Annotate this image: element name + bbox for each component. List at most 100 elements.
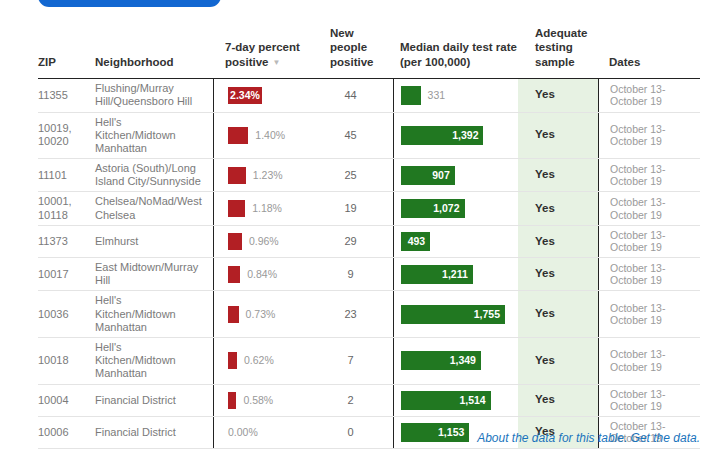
test-rate-cell: 1,755 — [393, 291, 518, 337]
percent-positive-bar — [228, 233, 242, 250]
percent-positive-value-label: 1.40% — [255, 129, 285, 142]
sort-descending-icon: ▼ — [272, 58, 280, 67]
zip-cell: 10004 — [38, 385, 95, 416]
column-header-adequate-sample: Adequate testing sample — [518, 26, 598, 78]
column-header-percent-positive-label: 7-day percent positive — [225, 41, 300, 67]
percent-positive-value-label: 0.73% — [246, 308, 276, 321]
adequate-sample-cell: Yes — [518, 192, 598, 224]
percent-positive-bar — [228, 352, 237, 369]
table-body: 11355 Flushing/Murray Hill/Queensboro Hi… — [38, 78, 700, 449]
test-rate-bar: 493 — [401, 232, 430, 251]
adequate-sample-value: Yes — [535, 202, 555, 216]
percent-positive-value-label: 0.00% — [228, 426, 258, 439]
percent-positive-cell: 0.96% — [213, 226, 330, 257]
percent-positive-cell: 1.40% — [213, 113, 330, 159]
table-row: 11373 Elmhurst 0.96% 29 493 Yes October … — [38, 226, 700, 258]
test-rate-cell: 1,349 — [393, 338, 518, 384]
about-data-link[interactable]: About the data for this table. — [477, 431, 627, 445]
adequate-sample-cell: Yes — [518, 113, 598, 159]
adequate-sample-cell: Yes — [518, 258, 598, 290]
test-rate-cell: 1,514 — [393, 385, 518, 416]
neighborhood-cell: Elmhurst — [95, 226, 213, 257]
dates-cell: October 13-October 19 — [598, 258, 700, 290]
test-rate-value-label: 331 — [428, 89, 446, 102]
zip-cell: 11101 — [38, 159, 95, 191]
column-header-neighborhood: Neighborhood — [95, 55, 213, 78]
percent-positive-cell: 1.23% — [213, 159, 330, 191]
dates-cell: October 13-October 19 — [598, 192, 700, 224]
new-people-positive-cell: 0 — [330, 417, 393, 448]
adequate-sample-cell: Yes — [518, 338, 598, 384]
new-people-positive-cell: 45 — [330, 113, 393, 159]
zip-cell: 10036 — [38, 291, 95, 337]
test-rate-bar: 1,349 — [401, 351, 481, 370]
new-people-positive-cell: 9 — [330, 258, 393, 290]
new-people-positive-cell: 23 — [330, 291, 393, 337]
percent-positive-bar — [228, 167, 246, 184]
percent-positive-cell: 1.18% — [213, 192, 330, 224]
adequate-sample-value: Yes — [535, 128, 555, 142]
percent-positive-bar — [228, 392, 236, 409]
percent-positive-bar — [228, 127, 248, 144]
new-people-positive-cell: 29 — [330, 226, 393, 257]
dates-cell: October 13-October 19 — [598, 385, 700, 416]
test-rate-cell: 331 — [393, 79, 518, 111]
table-row: 10004 Financial District 0.58% 2 1,514 Y… — [38, 385, 700, 417]
adequate-sample-cell: Yes — [518, 159, 598, 191]
zip-cell: 11355 — [38, 79, 95, 111]
percent-positive-bar — [228, 200, 245, 217]
neighborhood-cell: Financial District — [95, 417, 213, 448]
neighborhood-cell: Hell's Kitchen/Midtown Manhattan — [95, 291, 213, 337]
column-header-percent-positive[interactable]: 7-day percent positive▼ — [213, 40, 330, 78]
adequate-sample-cell: Yes — [518, 385, 598, 416]
table-footer: About the data for this table. Get the d… — [477, 431, 700, 445]
percent-positive-value-label: 0.62% — [244, 354, 274, 367]
blue-pill-button[interactable] — [38, 0, 221, 7]
dates-cell: October 13-October 19 — [598, 79, 700, 111]
covid-testing-table: ZIP Neighborhood 7-day percent positive▼… — [38, 26, 700, 449]
neighborhood-cell: East Midtown/Murray Hill — [95, 258, 213, 290]
table-row: 10018 Hell's Kitchen/Midtown Manhattan 0… — [38, 338, 700, 385]
adequate-sample-value: Yes — [535, 393, 555, 407]
test-rate-bar: 1,072 — [401, 199, 465, 218]
test-rate-bar: 907 — [401, 166, 455, 185]
dates-cell: October 13-October 19 — [598, 113, 700, 159]
percent-positive-bar: 2.34% — [228, 87, 262, 104]
zip-cell: 11373 — [38, 226, 95, 257]
column-header-new-people-positive: New people positive — [330, 26, 393, 78]
new-people-positive-cell: 44 — [330, 79, 393, 111]
zip-cell: 10001, 10118 — [38, 192, 95, 224]
percent-positive-cell: 0.58% — [213, 385, 330, 416]
dates-cell: October 13-October 19 — [598, 291, 700, 337]
percent-positive-bar — [228, 306, 239, 323]
table-row: 10001, 10118 Chelsea/NoMad/West Chelsea … — [38, 192, 700, 225]
zip-cell: 10017 — [38, 258, 95, 290]
table-row: 10019, 10020 Hell's Kitchen/Midtown Manh… — [38, 113, 700, 160]
test-rate-cell: 493 — [393, 226, 518, 257]
percent-positive-cell: 0.73% — [213, 291, 330, 337]
percent-positive-value-label: 0.96% — [249, 235, 279, 248]
test-rate-bar: 1,211 — [401, 265, 473, 284]
test-rate-cell: 907 — [393, 159, 518, 191]
percent-positive-cell: 0.62% — [213, 338, 330, 384]
test-rate-bar: 1,514 — [401, 391, 491, 410]
zip-cell: 10019, 10020 — [38, 113, 95, 159]
column-header-dates: Dates — [598, 55, 700, 78]
zip-cell: 10006 — [38, 417, 95, 448]
percent-positive-value-label: 1.23% — [253, 169, 283, 182]
neighborhood-cell: Hell's Kitchen/Midtown Manhattan — [95, 113, 213, 159]
adequate-sample-cell: Yes — [518, 226, 598, 257]
adequate-sample-cell: Yes — [518, 79, 598, 111]
test-rate-cell: 1,211 — [393, 258, 518, 290]
dates-cell: October 13-October 19 — [598, 159, 700, 191]
percent-positive-cell: 2.34% — [213, 79, 330, 111]
test-rate-bar: 1,755 — [401, 305, 505, 324]
percent-positive-value-label: 0.58% — [243, 394, 273, 407]
adequate-sample-value: Yes — [535, 267, 555, 281]
test-rate-bar: 1,153 — [401, 423, 469, 442]
neighborhood-cell: Astoria (South)/Long Island City/Sunnysi… — [95, 159, 213, 191]
get-data-link[interactable]: Get the data. — [631, 431, 700, 445]
neighborhood-cell: Chelsea/NoMad/West Chelsea — [95, 192, 213, 224]
dates-cell: October 13-October 19 — [598, 226, 700, 257]
percent-positive-value-label: 1.18% — [252, 202, 282, 215]
